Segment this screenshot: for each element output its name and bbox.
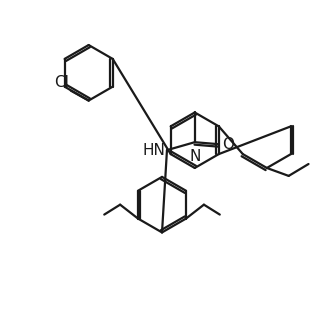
Text: HN: HN	[142, 143, 165, 158]
Text: O: O	[222, 137, 235, 152]
Text: Cl: Cl	[54, 75, 69, 90]
Text: N: N	[189, 149, 200, 164]
